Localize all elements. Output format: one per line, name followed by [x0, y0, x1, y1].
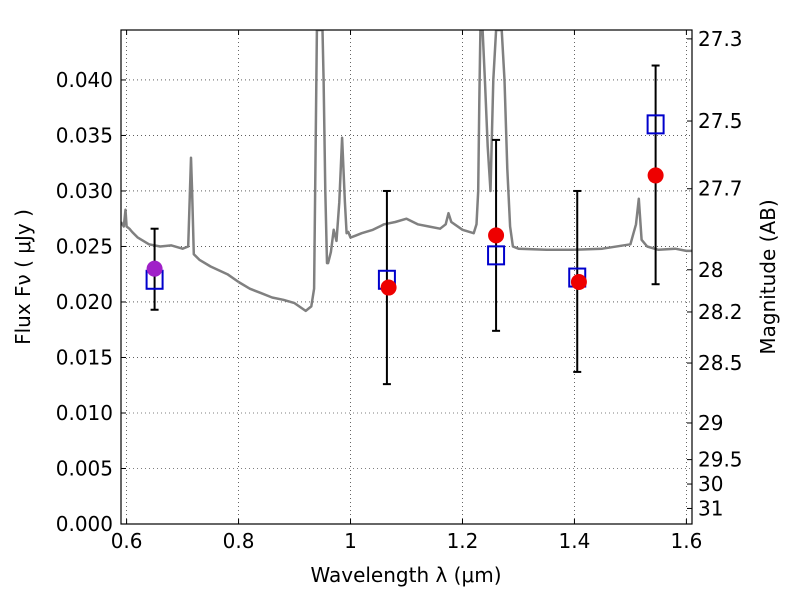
y-axis-ticks: 0.000 0.005 0.010 0.015 0.020 0.025 0.030 0.035…	[56, 68, 126, 536]
x-tick-label: 1.4	[559, 529, 591, 553]
model-point-marker	[146, 260, 163, 277]
model-point-marker	[488, 227, 505, 244]
y2-tick-label: 27.7	[698, 177, 743, 201]
y2-axis-label: Magnitude (AB)	[756, 199, 780, 354]
y2-tick-label: 27.5	[698, 109, 743, 133]
y-tick-label: 0.000	[56, 512, 113, 536]
x-tick-label: 0.8	[223, 529, 255, 553]
x-tick-label: 1.2	[447, 529, 479, 553]
model-point-marker	[380, 279, 397, 296]
plot-frame	[120, 29, 693, 525]
grid-lines	[121, 30, 692, 525]
y2-tick-label: 28	[698, 258, 723, 282]
y-tick-label: 0.025	[56, 234, 113, 258]
y2-tick-label: 31	[698, 496, 723, 520]
observed-square-marker	[646, 114, 665, 135]
y-tick-label: 0.015	[56, 345, 113, 369]
y2-tick-label: 29.5	[698, 448, 743, 472]
x-axis-ticks: 0.6 0.8 1 1.2 1.4 1.6	[111, 30, 702, 553]
observed-errorbars	[150, 64, 660, 386]
y2-tick-label: 28.5	[698, 351, 743, 375]
x-axis-label: Wavelength λ (μm)	[310, 563, 501, 587]
x-tick-label: 0.6	[111, 529, 143, 553]
y2-tick-label: 30	[698, 472, 723, 496]
y-tick-label: 0.035	[56, 123, 113, 147]
y-axis-label: Flux Fν ( μJy )	[11, 209, 35, 345]
y-tick-label: 0.020	[56, 290, 113, 314]
x-tick-label: 1	[344, 529, 357, 553]
model-point-marker	[570, 273, 587, 290]
y-tick-label: 0.005	[56, 456, 113, 480]
y2-tick-label: 28.2	[698, 300, 743, 324]
model-spectrum-line	[121, 30, 692, 313]
y-tick-label: 0.010	[56, 401, 113, 425]
y-tick-label: 0.030	[56, 179, 113, 203]
model-point-marker	[647, 167, 664, 184]
y-tick-label: 0.040	[56, 68, 113, 92]
spectrum-line	[121, 30, 692, 313]
x-tick-label: 1.6	[670, 529, 702, 553]
y2-tick-label: 27.3	[698, 27, 743, 51]
observed-square-marker	[487, 245, 506, 266]
observed-squares	[145, 114, 665, 290]
y2-tick-label: 29	[698, 411, 723, 435]
plot-area	[121, 30, 692, 386]
model-points	[146, 167, 664, 296]
